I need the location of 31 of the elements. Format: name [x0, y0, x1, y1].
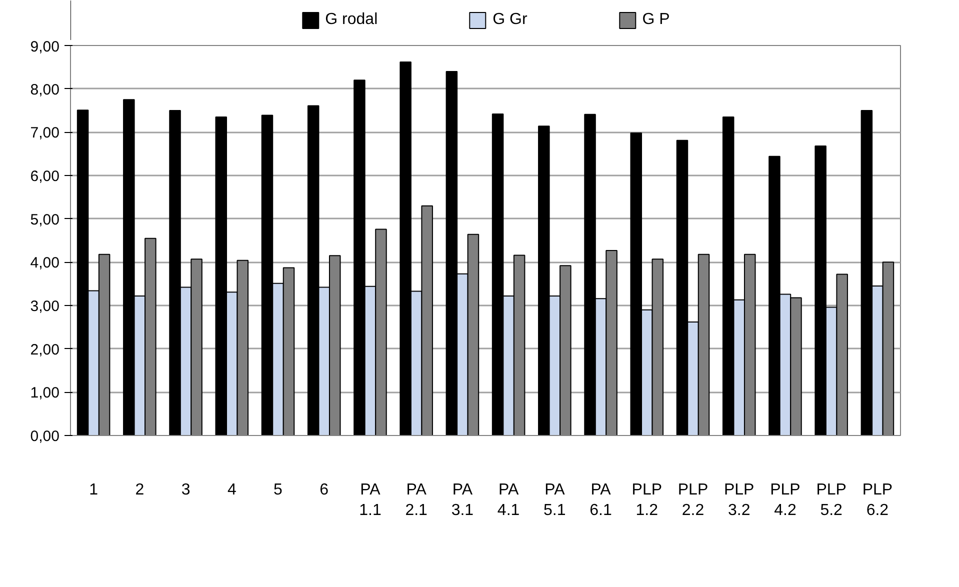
- x-tick-label: PA 4.1: [497, 482, 520, 519]
- x-tick-label: PLP 1.2: [632, 482, 662, 519]
- legend-label: G Gr: [492, 11, 528, 29]
- x-tick-label: PA 1.1: [359, 482, 382, 519]
- x-tick-label: PLP 4.2: [770, 482, 800, 519]
- y-tick-label: 3,00: [30, 298, 60, 315]
- x-tick-label: PA 3.1: [451, 482, 474, 519]
- y-tick-label: 5,00: [30, 211, 60, 228]
- x-tick-label: 3: [181, 482, 190, 498]
- x-tick-label: 4: [227, 482, 236, 498]
- x-tick-label: PLP 3.2: [724, 482, 754, 519]
- y-tick-label: 9,00: [30, 38, 60, 56]
- x-tick-label: PA 5.1: [544, 482, 566, 519]
- y-tick-label: 4,00: [30, 254, 60, 272]
- y-tick-label: 6,00: [30, 168, 60, 185]
- x-tick-label: PA 2.1: [405, 482, 428, 519]
- x-tick-label: 5: [274, 482, 283, 498]
- x-tick-label: 2: [135, 482, 144, 498]
- x-tick-label: PLP 5.2: [816, 482, 846, 519]
- x-tick-label: 6: [320, 482, 329, 498]
- legend-label: G rodal: [325, 11, 378, 29]
- y-tick-label: 1,00: [30, 384, 60, 402]
- y-tick-label: 0,00: [30, 428, 60, 445]
- y-tick-label: 2,00: [30, 341, 60, 358]
- x-tick-label: PLP 6.2: [862, 482, 893, 519]
- y-tick-label: 8,00: [30, 81, 60, 98]
- x-tick-label: PLP 2.2: [678, 482, 708, 519]
- y-tick-label: 7,00: [30, 124, 60, 142]
- legend-label: G P: [642, 11, 670, 29]
- x-tick-label: PA 6.1: [590, 482, 612, 519]
- x-tick-label: 1: [89, 482, 98, 498]
